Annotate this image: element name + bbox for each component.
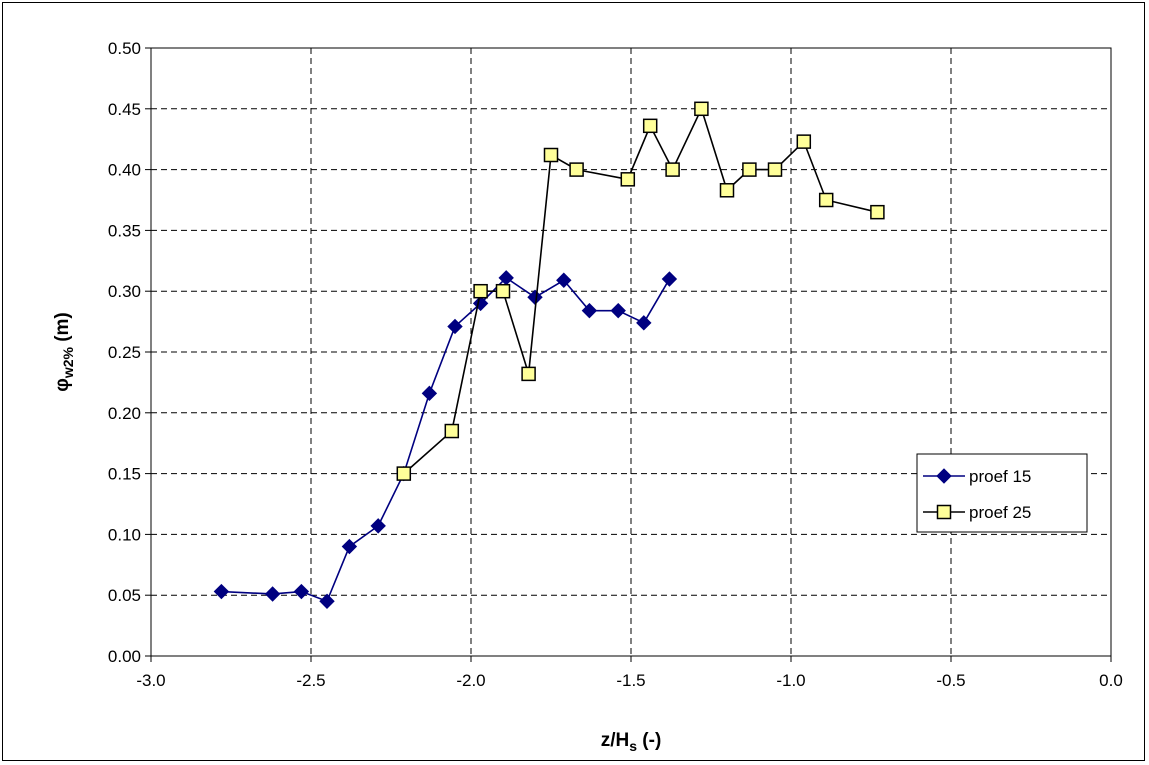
- data-point: [569, 162, 584, 177]
- data-point: [719, 183, 735, 198]
- x-tick-labels: -3.0 -2.5 -2.0 -1.5 -1.0 -0.5 0.0: [136, 671, 1122, 690]
- data-point: [543, 147, 559, 163]
- y-axis-title-sub: w2%: [60, 347, 76, 380]
- y-tick-label: 0.15: [108, 465, 141, 484]
- legend-marker: [936, 504, 952, 520]
- data-point: [870, 204, 885, 220]
- y-tick-label: 0.30: [108, 282, 141, 301]
- data-point: [620, 172, 636, 187]
- data-point: [694, 101, 709, 117]
- data-point: [556, 272, 572, 288]
- legend-box: [916, 453, 1088, 533]
- y-tick-label: 0.40: [108, 161, 141, 180]
- data-point: [213, 583, 230, 600]
- data-point: [444, 423, 460, 439]
- data-point: [767, 162, 783, 177]
- y-tick-label: 0.00: [108, 647, 141, 666]
- y-tick-label: 0.20: [108, 404, 141, 423]
- data-point: [447, 318, 463, 335]
- data-point: [319, 593, 335, 609]
- data-point: [665, 162, 680, 177]
- data-point: [796, 134, 812, 149]
- y-axis-title: φw2% (m): [52, 312, 76, 392]
- legend-item: proef 25: [923, 503, 1031, 522]
- data-point: [581, 302, 598, 319]
- data-point: [396, 466, 412, 481]
- data-point: [610, 302, 626, 319]
- legend-item: proef 15: [923, 467, 1031, 486]
- data-point: [293, 583, 310, 600]
- x-axis-title-base: z/H: [601, 730, 630, 751]
- legend: proef 15 proef 25: [916, 453, 1088, 533]
- data-point: [636, 315, 652, 331]
- x-axis-title-sub: s: [629, 738, 637, 754]
- x-axis-title: z/Hs (-): [601, 730, 662, 754]
- data-point: [661, 271, 678, 287]
- x-tick-label: -1.5: [616, 671, 645, 690]
- x-tick-label: -2.5: [296, 671, 325, 690]
- x-tick-label: -0.5: [936, 671, 965, 690]
- legend-label: proef 25: [969, 503, 1031, 522]
- legend-marker: [936, 468, 952, 484]
- data-point: [421, 385, 438, 402]
- data-point: [818, 192, 834, 208]
- series-layer: [213, 101, 885, 609]
- data-point: [370, 518, 386, 534]
- data-point: [521, 366, 536, 382]
- data-point: [264, 586, 281, 602]
- y-tick-label: 0.45: [108, 100, 141, 119]
- series-2: [396, 101, 885, 481]
- y-axis-title-tail: (m): [52, 312, 73, 347]
- data-point: [341, 538, 358, 555]
- x-tick-label: 0.0: [1099, 671, 1123, 690]
- y-tick-label: 0.10: [108, 525, 141, 544]
- data-point: [742, 162, 757, 177]
- y-tick-label: 0.05: [108, 586, 141, 605]
- y-tick-labels: 0.00 0.05 0.10 0.15 0.20 0.25 0.30 0.35 0.40 0.45…: [108, 39, 141, 666]
- x-tick-label: -3.0: [136, 671, 165, 690]
- data-point: [642, 118, 658, 134]
- x-axis-title-tail: (-): [637, 730, 661, 751]
- x-tick-label: -2.0: [456, 671, 485, 690]
- grid: [145, 47, 1112, 662]
- y-axis-title-base: φ: [52, 378, 73, 392]
- y-tick-label: 0.25: [108, 343, 141, 362]
- y-tick-label: 0.35: [108, 221, 141, 240]
- data-point: [495, 283, 511, 299]
- legend-label: proef 15: [969, 467, 1031, 486]
- data-point: [473, 283, 488, 299]
- y-tick-label: 0.50: [108, 39, 141, 58]
- series-1: [213, 270, 678, 609]
- x-tick-label: -1.0: [776, 671, 805, 690]
